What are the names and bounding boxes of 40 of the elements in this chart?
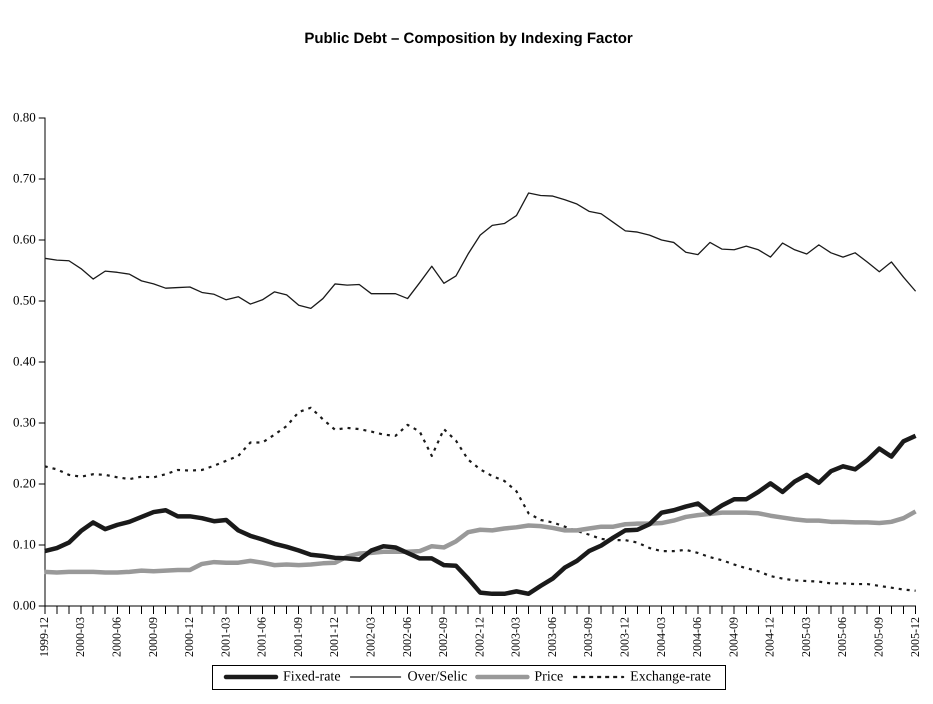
x-tick-label: 2005-09: [871, 617, 886, 658]
x-tick-label: 2004-06: [690, 617, 704, 658]
x-tick-label: 2004-09: [726, 617, 740, 658]
x-tick-label: 2000-06: [109, 617, 124, 658]
legend-label: Over/Selic: [408, 670, 468, 685]
x-tick-label: 2003-06: [544, 617, 559, 658]
y-tick-label: 0.80: [13, 109, 36, 124]
x-tick-label: 2005-06: [835, 617, 850, 658]
x-tick-label: 2000-09: [146, 617, 160, 658]
legend-label: Fixed-rate: [283, 670, 341, 685]
x-tick-label: 2003-09: [581, 617, 596, 658]
x-tick-label: 2004-12: [762, 617, 777, 658]
x-tick-label: 2002-09: [436, 617, 450, 658]
x-tick-label: 2002-06: [400, 617, 414, 658]
y-tick-label: 0.10: [13, 536, 36, 552]
y-tick-label: 0.50: [13, 292, 36, 308]
x-tick-label: 1999-12: [36, 617, 51, 658]
x-tick-label: 2002-03: [363, 617, 378, 658]
legend-label: Price: [534, 670, 564, 685]
x-tick-label: 2005-12: [908, 617, 922, 658]
y-tick-label: 0.70: [13, 170, 36, 186]
x-tick-label: 2005-03: [798, 617, 813, 658]
legend-label: Exchange-rate: [630, 670, 712, 685]
x-tick-label: 2003-03: [508, 617, 523, 658]
line-series: [44, 406, 917, 592]
y-tick-label: 0.40: [13, 353, 36, 368]
x-tick-label: 2001-06: [254, 617, 269, 658]
x-tick-label: 2001-03: [218, 617, 232, 658]
x-tick-label: 2003-12: [617, 617, 632, 658]
y-tick-label: 0.30: [13, 414, 36, 430]
y-tick-label: 0.00: [13, 597, 36, 612]
x-tick-label: 2000-12: [182, 617, 196, 658]
chart-title: Public Debt – Composition by Indexing Factor: [304, 30, 633, 48]
x-tick-label: 2001-09: [290, 617, 305, 658]
x-tick-label: 2000-03: [73, 617, 88, 658]
y-tick-label: 0.60: [13, 231, 36, 246]
x-tick-label: 2004-03: [654, 617, 668, 658]
y-tick-label: 0.20: [13, 475, 36, 490]
x-tick-label: 2001-12: [327, 617, 342, 658]
x-tick-label: 2002-12: [472, 617, 486, 658]
